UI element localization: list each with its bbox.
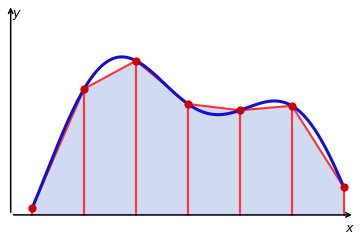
Text: x: x — [346, 222, 353, 234]
Point — [81, 87, 87, 91]
Point — [133, 59, 139, 63]
Text: y: y — [13, 7, 20, 20]
Point — [185, 102, 191, 106]
Point — [237, 108, 243, 112]
Point — [29, 206, 35, 210]
Point — [341, 186, 347, 189]
Polygon shape — [32, 61, 344, 215]
Point — [289, 104, 295, 108]
